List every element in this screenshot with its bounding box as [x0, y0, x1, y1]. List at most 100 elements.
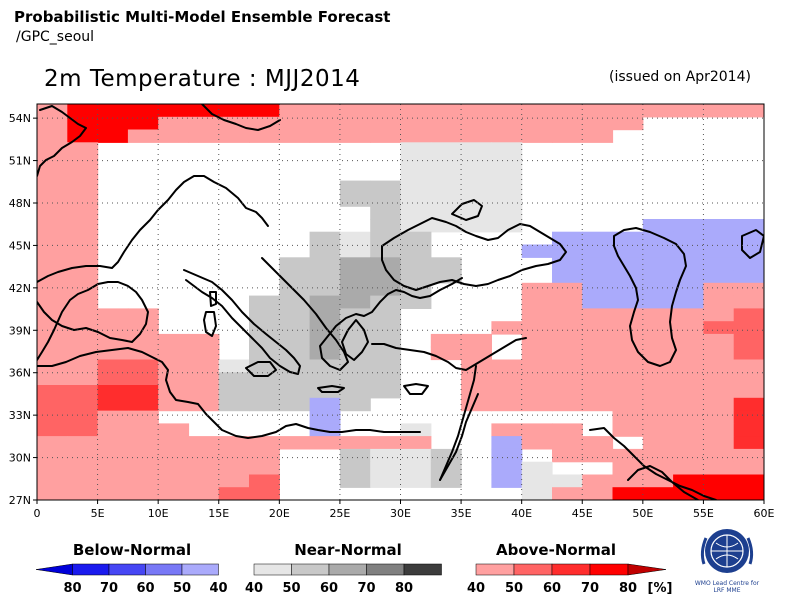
probability-cell	[127, 385, 159, 399]
probability-cell	[491, 155, 523, 169]
probability-cell	[461, 142, 492, 156]
probability-cell	[97, 423, 129, 437]
probability-cell	[612, 359, 644, 373]
probability-cell	[67, 270, 99, 284]
lat-tick-label: 36N	[9, 367, 31, 380]
probability-cell	[552, 244, 583, 258]
probability-cell	[400, 231, 432, 246]
probability-cell	[400, 436, 432, 450]
probability-cell	[97, 359, 129, 373]
probability-cell	[400, 193, 432, 207]
probability-cell	[188, 448, 220, 463]
legend-below-arrow	[35, 563, 73, 576]
probability-cell	[249, 346, 280, 361]
probability-cell	[249, 116, 280, 131]
probability-cell	[37, 167, 68, 182]
probability-cell	[37, 423, 68, 437]
probability-cell	[158, 423, 190, 437]
probability-cell	[279, 104, 311, 118]
probability-cell	[67, 295, 99, 309]
legend-below: Below-Normal	[30, 541, 234, 559]
probability-cell	[582, 487, 614, 500]
header-title: Probabilistic Multi-Model Ensemble Forec…	[14, 8, 391, 26]
legend-above-label: 80	[619, 581, 637, 596]
probability-cell	[279, 129, 311, 143]
probability-cell	[188, 474, 220, 488]
probability-cell	[37, 333, 68, 348]
legend-above-swatch	[513, 563, 553, 576]
probability-cell	[461, 333, 492, 348]
probability-cell	[37, 295, 68, 309]
probability-cell	[37, 219, 68, 233]
probability-cell	[188, 436, 220, 450]
probability-cell	[703, 487, 735, 500]
probability-cell	[461, 206, 492, 220]
probability-cell	[218, 359, 250, 373]
probability-cell	[461, 180, 492, 194]
probability-cell	[612, 244, 644, 258]
probability-cell	[400, 142, 432, 156]
probability-cell	[642, 295, 674, 309]
probability-cell	[733, 461, 764, 476]
probability-cell	[461, 372, 492, 386]
probability-cell	[552, 270, 583, 284]
probability-cell	[67, 167, 99, 182]
probability-cell	[127, 448, 159, 463]
probability-cell	[642, 474, 674, 488]
probability-cell	[67, 104, 99, 118]
probability-cell	[67, 423, 99, 437]
probability-cell	[218, 385, 250, 399]
probability-cell	[249, 385, 280, 399]
probability-cell	[461, 129, 492, 143]
probability-cell	[127, 359, 159, 373]
probability-cell	[673, 244, 704, 258]
lat-tick-label: 39N	[9, 324, 31, 337]
probability-cell	[491, 193, 523, 207]
probability-cell	[673, 295, 704, 309]
lon-tick-label: 55E	[693, 507, 714, 520]
probability-cell	[642, 487, 674, 500]
probability-cell	[430, 180, 462, 194]
probability-cell	[552, 385, 583, 399]
probability-cell	[703, 333, 735, 348]
probability-cell	[612, 333, 644, 348]
probability-cell	[733, 282, 764, 297]
probability-cell	[67, 461, 99, 476]
probability-cell	[370, 129, 402, 143]
probability-cell	[158, 436, 190, 450]
probability-cell	[158, 461, 190, 476]
probability-cell	[582, 295, 614, 309]
probability-cell	[521, 474, 553, 488]
probability-cell	[733, 295, 764, 309]
probability-cell	[37, 142, 68, 156]
probability-cell	[188, 129, 220, 143]
probability-cell	[612, 385, 644, 399]
legend-near-swatch	[328, 563, 367, 576]
probability-cell	[37, 193, 68, 207]
probability-cell	[158, 346, 190, 361]
probability-cell	[339, 295, 371, 309]
probability-cell	[309, 129, 341, 143]
probability-cell	[733, 423, 764, 437]
probability-cell	[733, 474, 764, 488]
probability-cell	[67, 436, 99, 450]
coastline-italy	[183, 269, 301, 375]
probability-cell	[673, 385, 704, 399]
probability-cell	[37, 346, 68, 361]
coastline-britain	[37, 105, 87, 177]
issued-date: (issued on Apr2014)	[609, 69, 751, 85]
probability-cell	[552, 474, 583, 488]
probability-cell	[370, 206, 402, 220]
probability-cell	[521, 116, 553, 131]
probability-cell	[733, 448, 764, 463]
probability-cell	[370, 180, 402, 194]
legend-below-swatch	[108, 563, 146, 576]
legend-near: Near-Normal	[250, 541, 446, 559]
probability-cell	[521, 385, 553, 399]
lon-tick-label: 0	[34, 507, 41, 520]
lon-tick-label: 10E	[148, 507, 169, 520]
probability-cell	[249, 104, 280, 118]
legend-below-title: Below-Normal	[72, 541, 192, 559]
probability-cell	[309, 231, 341, 246]
probability-cell	[339, 372, 371, 386]
